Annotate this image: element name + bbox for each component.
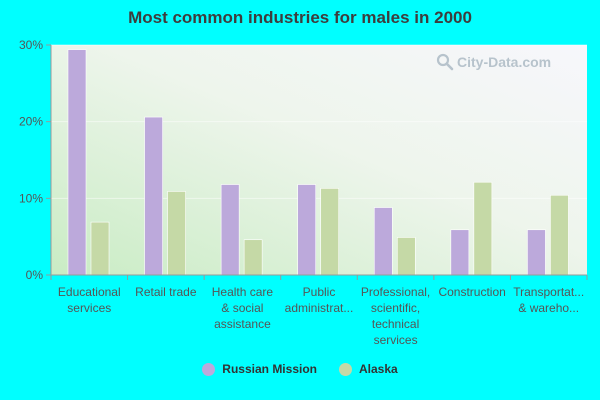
bar-russian-mission	[297, 184, 317, 276]
bar-russian-mission	[450, 229, 470, 276]
watermark: City-Data.com	[436, 53, 551, 71]
bar-alaska	[167, 191, 186, 276]
axes	[46, 44, 588, 280]
y-tick-label: 20%	[19, 115, 43, 129]
bar-alaska	[90, 221, 110, 276]
x-tick-label: Retail trade	[135, 285, 197, 299]
legend-item-russian-mission: Russian Mission	[202, 362, 317, 376]
x-tick-label: technical	[372, 317, 419, 331]
plot-background	[51, 45, 587, 275]
x-tick-label: & social	[221, 301, 263, 315]
legend-swatch-russian-mission	[202, 362, 216, 376]
legend-label-russian-mission: Russian Mission	[222, 362, 317, 376]
bar-alaska	[320, 188, 340, 276]
x-tick-label: administrat...	[285, 301, 354, 315]
x-tick-label: & wareho...	[518, 301, 579, 315]
gridlines	[51, 44, 587, 199]
bar-russian-mission	[373, 207, 393, 276]
legend-label-alaska: Alaska	[358, 362, 398, 376]
y-tick-label: 10%	[19, 191, 43, 205]
tick-labels: 0% 10% 20% 30% Educational services Retail tra…	[19, 38, 584, 347]
legend: Russian Mission Alaska	[0, 362, 600, 376]
x-tick-label: scientific,	[371, 301, 420, 315]
bars	[67, 49, 569, 276]
legend-item-alaska: Alaska	[338, 362, 398, 376]
x-tick-label: Educational	[58, 285, 121, 299]
x-tick-label: Professional,	[361, 285, 430, 299]
x-tick-label: services	[67, 301, 111, 315]
x-tick-label: Construction	[438, 285, 505, 299]
bar-alaska	[396, 237, 416, 276]
x-tick-label: Public	[303, 285, 336, 299]
x-tick-label: assistance	[214, 317, 271, 331]
x-tick-label: Health care	[212, 285, 274, 299]
bar-alaska	[473, 181, 493, 276]
bar-alaska	[550, 194, 569, 276]
x-tick-label: services	[374, 333, 418, 347]
bar-russian-mission	[527, 229, 546, 276]
legend-swatch-alaska	[338, 362, 352, 376]
chart-title: Most common industries for males in 2000	[128, 8, 472, 27]
bar-russian-mission	[220, 184, 240, 276]
bar-russian-mission	[67, 49, 87, 276]
y-tick-label: 30%	[19, 38, 43, 52]
watermark-text: City-Data.com	[457, 54, 552, 70]
magnifier-icon	[436, 53, 454, 71]
bar-alaska	[243, 239, 263, 276]
bar-russian-mission	[144, 116, 163, 276]
y-tick-label: 0%	[26, 268, 44, 282]
x-tick-label: Transportat...	[513, 285, 584, 299]
